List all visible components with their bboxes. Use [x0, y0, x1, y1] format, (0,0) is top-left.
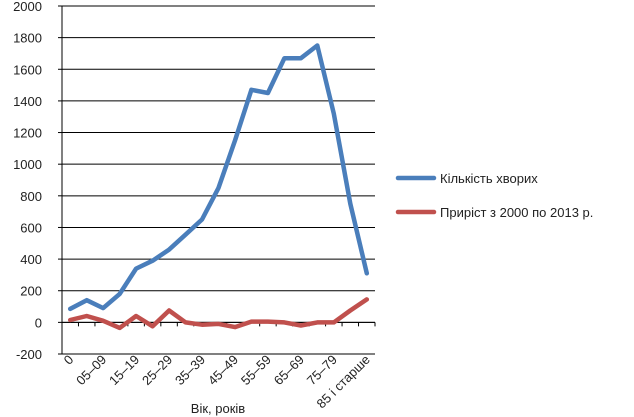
x-axis-label: Вік, років [191, 401, 246, 416]
y-tick-label: 1600 [13, 62, 42, 77]
y-tick-label: 0 [35, 315, 42, 330]
series-line-1 [67, 43, 370, 312]
legend-label-1: Кількість хворих [440, 171, 538, 186]
x-tick-label: 35–39 [172, 352, 208, 388]
y-tick-label: 200 [20, 284, 42, 299]
y-tick-label: 400 [20, 252, 42, 267]
x-tick-label: 55–59 [238, 352, 274, 388]
series-lines [67, 43, 370, 331]
y-tick-label: 1000 [13, 157, 42, 172]
y-tick-label: 1400 [13, 94, 42, 109]
x-tick-label: 05–09 [73, 352, 109, 388]
series-line-2 [67, 297, 370, 331]
y-tick-label: 800 [20, 189, 42, 204]
axes [58, 5, 376, 355]
x-tick-label: 15–19 [106, 352, 142, 388]
x-tick-label: 25–29 [139, 352, 175, 388]
y-tick-label: 1200 [13, 126, 42, 141]
x-tick-label: 65–69 [271, 352, 307, 388]
y-axis-ticks: -200 0 200 400 600 800 1000 1200 1400 1600 1800 200… [13, 0, 42, 362]
y-tick-label: -200 [16, 347, 42, 362]
y-tick-label: 1800 [13, 31, 42, 46]
legend-label-2: Приріст з 2000 по 2013 р. [440, 205, 593, 220]
y-tick-label: 600 [20, 220, 42, 235]
x-tick-label: 45–49 [205, 352, 241, 388]
y-tick-label: 2000 [13, 0, 42, 14]
legend: Кількість хворих Приріст з 2000 по 2013 р… [395, 171, 593, 220]
